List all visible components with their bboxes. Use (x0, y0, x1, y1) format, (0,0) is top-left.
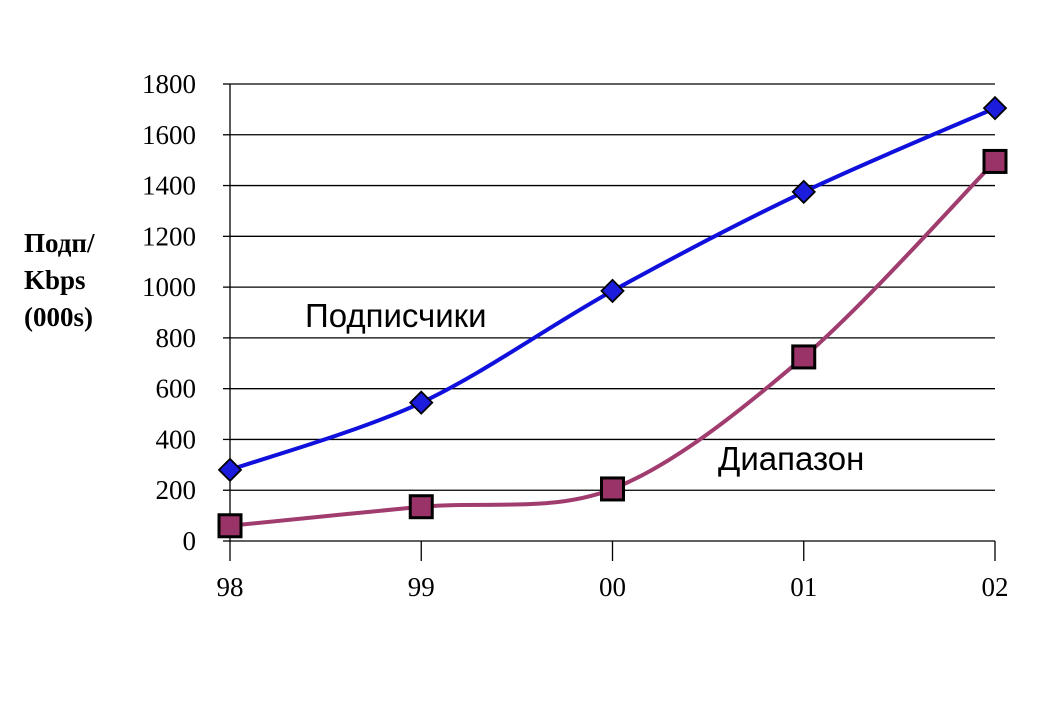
y-tick-label: 800 (156, 323, 197, 353)
y-tick-label: 0 (183, 526, 197, 556)
y-tick-label: 1600 (142, 120, 196, 150)
y-tick-label: 1800 (142, 69, 196, 99)
series-markers (217, 95, 1008, 539)
x-tick-label: 99 (408, 572, 435, 602)
x-tick-labels: 98 99 00 01 02 (217, 572, 1009, 602)
data-point-square (408, 494, 434, 520)
y-tick-label: 1200 (142, 221, 196, 251)
y-tick-label: 1400 (142, 171, 196, 201)
y-tick-label: 600 (156, 374, 197, 404)
series-label-subscribers: Подписчики (305, 297, 487, 334)
data-point-square (600, 476, 625, 502)
y-tick-label: 1000 (142, 272, 196, 302)
data-point-square (217, 513, 243, 539)
y-tick-label: 200 (156, 475, 197, 505)
y-tick-labels: 0 200 400 600 800 1000 1200 1400 1600 1800 (142, 69, 196, 556)
y-axis-label-line-1: Подп/ (24, 228, 95, 258)
y-tick-label: 400 (156, 424, 197, 454)
x-tick-label: 98 (217, 572, 244, 602)
data-point-square (982, 148, 1008, 174)
series-line-1 (229, 160, 997, 528)
series-label-bandwidth: Диапазон (718, 440, 864, 477)
data-point-diamond (791, 179, 817, 205)
data-point-square (791, 344, 817, 370)
y-axis-label-line-2: Kbps (24, 265, 86, 295)
data-point-diamond (408, 390, 434, 415)
axes (223, 83, 996, 561)
x-tick-label: 00 (599, 572, 626, 602)
data-point-diamond (600, 278, 625, 304)
x-tick-label: 01 (790, 572, 817, 602)
x-tick-label: 02 (982, 572, 1009, 602)
y-axis-label-line-3: (000s) (24, 302, 93, 332)
data-point-diamond (982, 95, 1008, 121)
data-point-diamond (217, 457, 243, 483)
